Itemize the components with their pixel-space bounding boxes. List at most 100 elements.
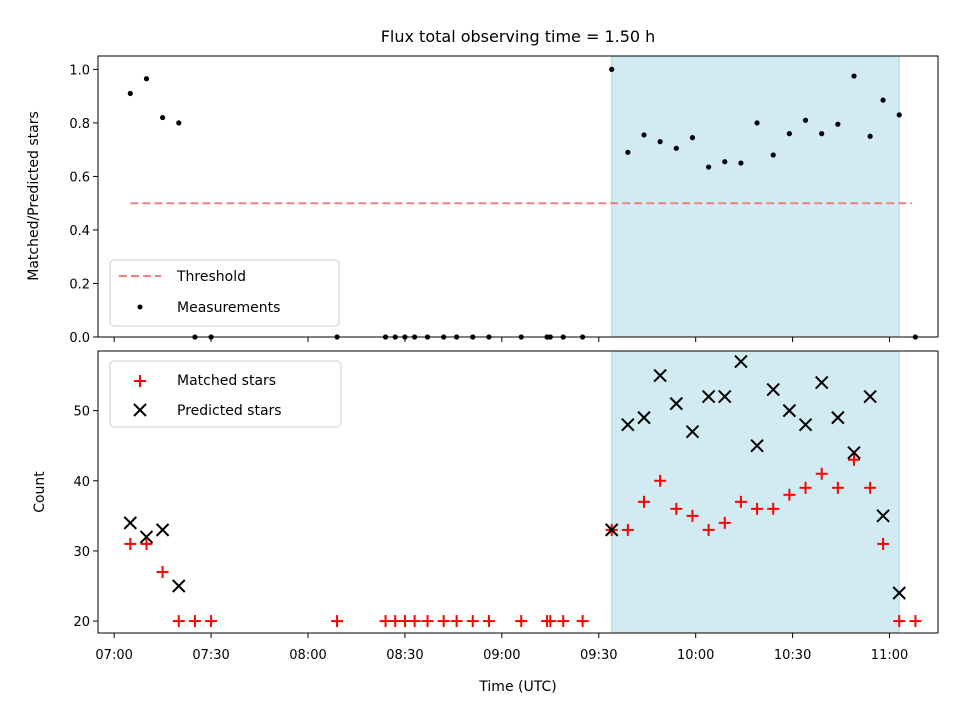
measurement-point: [657, 139, 663, 145]
x-tick-label: 10:30: [774, 648, 811, 663]
y-tick-label: 0.0: [69, 331, 90, 346]
bottom-legend: Matched stars Predicted stars: [109, 360, 342, 428]
predicted-star-point: [831, 410, 845, 425]
legend-threshold-label: Threshold: [176, 269, 246, 285]
measurement-point: [625, 149, 631, 155]
measurement-point: [609, 66, 615, 72]
measurement-point: [641, 132, 647, 138]
predicted-star-point: [155, 523, 170, 537]
measurement-point: [880, 97, 886, 103]
measurement-point: [835, 121, 841, 127]
bottom-y-axis-label: Count: [32, 471, 48, 513]
bottom-panel: 20 30 40 50 07:00 07:30 08:00 08:30 09:00 09:30 1…: [32, 350, 939, 695]
observation-window-shade-bottom: [611, 350, 900, 634]
matched-star-point: [621, 523, 634, 536]
predicted-star-point: [876, 509, 890, 523]
measurement-point: [160, 114, 166, 121]
top-y-ticks: 0.0 0.2 0.4 0.6 0.8 1.0: [69, 63, 98, 346]
predicted-star-point: [814, 375, 829, 390]
measurement-point: [786, 131, 792, 137]
matched-star-point: [654, 474, 667, 487]
matched-star-point: [515, 615, 528, 628]
matched-star-point: [751, 502, 764, 515]
predicted-star-point: [604, 523, 619, 537]
matched-star-point: [421, 615, 434, 628]
matched-star-point: [864, 481, 877, 494]
measurement-point: [896, 112, 902, 118]
top-x-ticks: [113, 337, 891, 342]
matched-star-point: [767, 502, 780, 515]
matched-star-point: [331, 615, 344, 628]
top-axes-frame: [97, 55, 939, 338]
measurement-point: [127, 90, 133, 97]
x-tick-label: 08:00: [289, 648, 326, 663]
matched-star-point: [734, 495, 747, 508]
predicted-star-point: [734, 354, 748, 369]
predicted-star-points: [123, 354, 906, 600]
y-tick-label: 50: [73, 405, 90, 420]
matched-star-point: [893, 615, 906, 628]
predicted-star-point: [653, 368, 667, 383]
x-tick-label: 07:00: [95, 648, 132, 663]
bottom-x-ticks: 07:00 07:30 08:00 08:30 09:00 09:30 10:00 10:30…: [95, 633, 908, 663]
matched-star-point: [686, 509, 699, 522]
predicted-star-point: [123, 516, 138, 530]
predicted-star-point: [766, 382, 780, 397]
matched-star-point: [408, 615, 421, 628]
legend-measurements-swatch: [137, 304, 143, 310]
y-tick-label: 20: [73, 615, 90, 630]
bottom-axes-frame: [97, 350, 939, 634]
matched-star-point: [172, 615, 185, 628]
measurement-point: [689, 135, 696, 141]
predicted-star-point: [750, 438, 764, 453]
matched-star-point: [718, 516, 731, 529]
top-legend-box: [109, 259, 340, 327]
matched-star-point: [783, 488, 796, 501]
measurement-point: [802, 117, 809, 123]
matched-star-point: [156, 565, 169, 578]
measurement-point: [851, 73, 857, 79]
measurement-point: [770, 152, 776, 158]
matched-star-point: [815, 467, 828, 480]
measurement-point: [706, 164, 712, 170]
legend-predicted-swatch: [133, 403, 147, 417]
x-tick-label: 09:30: [580, 648, 617, 663]
matched-star-point: [140, 537, 153, 550]
matched-star-point: [909, 615, 922, 628]
x-tick-label: 11:00: [871, 648, 908, 663]
predicted-star-point: [782, 403, 797, 418]
top-y-axis-label: Matched/Predicted stars: [26, 111, 42, 281]
predicted-star-point: [172, 579, 186, 593]
matched-star-points: [124, 453, 922, 628]
predicted-star-point: [892, 586, 906, 600]
predicted-star-point: [139, 530, 154, 544]
matched-star-point: [437, 615, 450, 628]
chart-title: Flux total observing time = 1.50 h: [381, 27, 656, 46]
matched-star-point: [482, 615, 495, 628]
matched-star-point: [466, 615, 479, 628]
matched-star-point: [831, 481, 844, 494]
measurement-point: [176, 120, 182, 126]
legend-predicted-label: Predicted stars: [177, 403, 282, 419]
matched-star-point: [670, 502, 683, 515]
legend-matched-label: Matched stars: [177, 373, 276, 389]
predicted-star-point: [637, 410, 651, 425]
matched-star-point: [638, 495, 650, 508]
predicted-star-point: [863, 389, 877, 404]
shaded-region: [611, 55, 900, 338]
matched-star-point: [576, 615, 589, 628]
x-tick-label: 09:00: [483, 648, 520, 663]
measurement-point: [867, 133, 873, 139]
x-axis-label: Time (UTC): [478, 679, 556, 695]
legend-measurements-label: Measurements: [177, 300, 280, 316]
shaded-region: [611, 350, 900, 634]
predicted-star-point: [718, 389, 732, 404]
top-panel: 0.0 0.2 0.4 0.6 0.8 1.0 Matched/Predicted sta…: [26, 55, 939, 346]
matched-star-point: [848, 453, 860, 466]
legend-matched-swatch: [134, 375, 146, 387]
matched-star-point: [799, 481, 812, 494]
observation-window-shade-top: [611, 55, 900, 338]
measurement-point: [738, 160, 744, 166]
bottom-y-ticks: 20 30 40 50: [73, 405, 98, 630]
